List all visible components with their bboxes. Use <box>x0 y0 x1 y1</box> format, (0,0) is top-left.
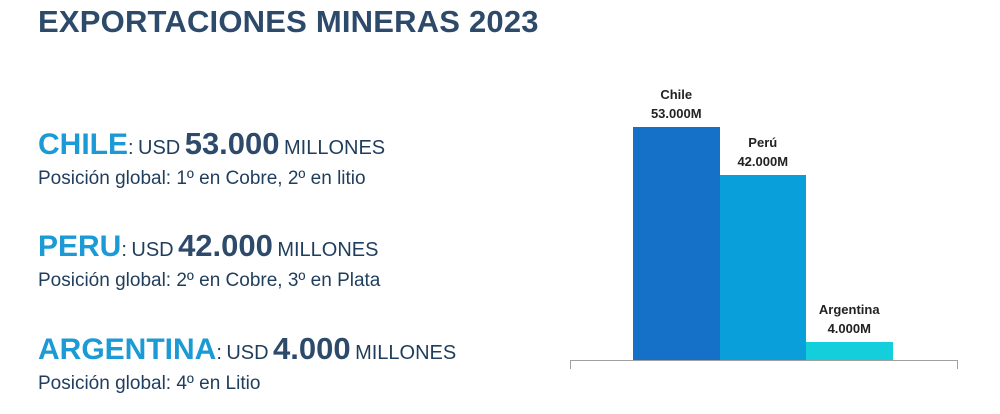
global-position: Posición global: 4º en Litio <box>38 373 261 394</box>
bar-perú <box>719 175 806 360</box>
bar-argentina <box>806 342 893 360</box>
page-title: EXPORTACIONES MINERAS 2023 <box>38 4 539 39</box>
amount: 53.000 <box>184 126 280 161</box>
global-position: Posición global: 2º en Cobre, 3º en Plat… <box>38 270 381 291</box>
country-name: CHILE <box>38 128 128 161</box>
colon: : <box>216 342 222 364</box>
amount: 4.000 <box>273 331 351 366</box>
unit: MILLONES <box>283 137 386 159</box>
bar-chile <box>633 127 720 360</box>
unit: MILLONES <box>277 239 379 261</box>
axis-tick <box>570 360 571 369</box>
country-name: ARGENTINA <box>38 333 217 366</box>
axis-tick <box>957 360 958 369</box>
entry-peru: PERU: USD 42.000 MILLONES Posición globa… <box>38 230 380 292</box>
currency: USD <box>131 239 174 261</box>
bar-chart: Chile 53.000M Perú 42.000M Argentina 4.000M <box>560 60 980 390</box>
colon: : <box>121 239 127 261</box>
amount: 42.000 <box>178 228 273 263</box>
bar-data-label: Argentina 4.000M <box>818 302 880 337</box>
entry-chile: CHILE: USD 53.000 MILLONES Posición glob… <box>38 128 385 190</box>
country-name: PERU <box>38 230 122 263</box>
currency: USD <box>226 342 269 364</box>
entry-argentina: ARGENTINA: USD 4.000 MILLONES Posición g… <box>38 333 456 395</box>
global-position: Posición global: 1º en Cobre, 2º en liti… <box>38 168 366 189</box>
colon: : <box>128 137 134 159</box>
currency: USD <box>138 137 181 159</box>
unit: MILLONES <box>355 342 457 364</box>
bar-data-label: Chile 53.000M <box>650 87 702 121</box>
x-axis <box>570 360 957 361</box>
bar-data-label: Perú 42.000M <box>737 135 789 170</box>
